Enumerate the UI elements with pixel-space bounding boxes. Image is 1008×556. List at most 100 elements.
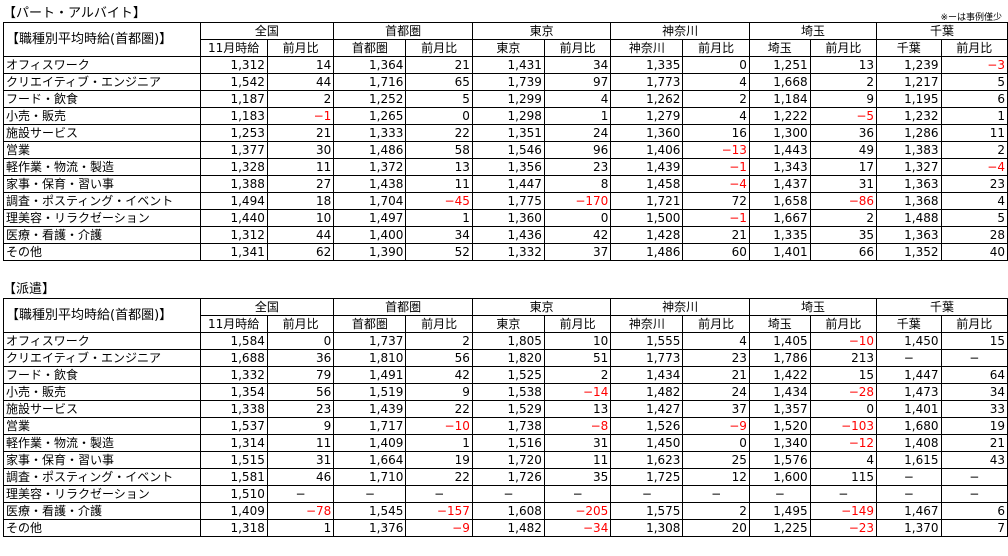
wage-cell: 1,434 [610, 366, 684, 384]
wage-cell: 1,333 [333, 124, 407, 142]
wage-cell: − [876, 349, 942, 367]
wage-table-part-time: 【職種別平均時給(首都圏)】 全国 首都圏 東京 神奈川 埼玉 千葉 11月時給 前月比 首都圏前… [3, 22, 1008, 261]
category-cell: 小売・販売 [3, 383, 201, 401]
change-cell: −1 [682, 209, 750, 227]
wage-cell: 1,409 [199, 502, 268, 520]
change-cell: −86 [809, 192, 878, 210]
category-cell: 営業 [3, 141, 201, 159]
change-cell: −28 [809, 383, 878, 401]
change-cell: − [940, 349, 1008, 367]
wage-cell: 1,491 [333, 366, 407, 384]
change-cell: −13 [682, 141, 750, 159]
change-cell: 2 [405, 332, 473, 350]
region-header: 埼玉 [748, 22, 878, 40]
change-cell: −4 [940, 158, 1008, 176]
wage-cell: 1,405 [748, 332, 811, 350]
change-cell: 0 [543, 209, 612, 227]
wage-cell: 1,542 [199, 73, 268, 91]
wage-cell: 1,519 [333, 383, 407, 401]
wage-cell: − [876, 468, 942, 486]
wage-cell: 1,538 [471, 383, 545, 401]
region-header-row: 【職種別平均時給(首都圏)】 全国 首都圏 東京 神奈川 埼玉 千葉 [3, 22, 1008, 57]
column-header-wage: 千葉 [876, 315, 942, 333]
wage-cell: 1,251 [748, 56, 811, 74]
wage-cell: 1,300 [748, 124, 811, 142]
wage-cell: 1,351 [471, 124, 545, 142]
wage-cell: 1,341 [199, 243, 268, 261]
wage-cell: 1,688 [199, 349, 268, 367]
wage-cell: 1,546 [471, 141, 545, 159]
wage-cell: 1,615 [876, 451, 942, 469]
change-cell: 31 [809, 175, 878, 193]
subheader-row: 11月時給 前月比 首都圏 前月比 東京 前月比 神奈川 前月比 埼玉 前月比 千葉 前月比 [4, 315, 1008, 333]
change-cell: 11 [543, 451, 612, 469]
wage-cell: 1,726 [471, 468, 545, 486]
change-cell: 36 [266, 349, 335, 367]
change-cell: 27 [266, 175, 335, 193]
category-cell: オフィスワーク [3, 332, 201, 350]
change-cell: 2 [940, 141, 1008, 159]
wage-cell: 1,738 [471, 417, 545, 435]
change-cell: 213 [809, 349, 878, 367]
table-row: その他 1,341 62 1,390 52 1,332 37 1,486 60 1,401 66 1,… [3, 243, 1008, 261]
wage-cell: 1,357 [748, 400, 811, 418]
change-cell: 13 [543, 400, 612, 418]
change-cell: 21 [266, 124, 335, 142]
column-header-wage: 11月時給 [199, 39, 268, 57]
wage-cell: 1,434 [748, 383, 811, 401]
change-cell: 9 [405, 383, 473, 401]
wage-cell: 1,520 [748, 417, 811, 435]
table-row: 施設サービス 1,338 23 1,439 22 1,529 13 1,427 37 1,357 0… [3, 400, 1008, 418]
category-cell: クリエイティブ・エンジニア [3, 349, 201, 367]
wage-cell: 1,515 [199, 451, 268, 469]
change-cell: − [682, 485, 750, 503]
wage-cell: 1,668 [748, 73, 811, 91]
wage-cell: 1,786 [748, 349, 811, 367]
wage-cell: 1,187 [199, 90, 268, 108]
change-cell: −8 [543, 417, 612, 435]
table-row: 軽作業・物流・製造 1,328 11 1,372 13 1,356 23 1,439 −1 1,3… [3, 158, 1008, 176]
table-row: 医療・看護・介護 1,409 −78 1,545 −157 1,608 −205 1,575 2… [3, 502, 1008, 520]
change-cell: 19 [405, 451, 473, 469]
wage-cell: − [876, 485, 942, 503]
change-cell: 23 [682, 349, 750, 367]
table-row: 軽作業・物流・製造 1,314 11 1,409 1 1,516 31 1,450 0 1,340… [3, 434, 1008, 452]
wage-cell: 1,312 [199, 56, 268, 74]
change-cell: 11 [405, 175, 473, 193]
table-row: オフィスワーク 1,312 14 1,364 21 1,431 34 1,335 0 1,251 1… [3, 56, 1008, 74]
table-row: フード・飲食 1,187 2 1,252 5 1,299 4 1,262 2 1,184 9 1,19… [3, 90, 1008, 108]
column-header-change: 前月比 [809, 315, 878, 333]
change-cell: −1 [682, 158, 750, 176]
wage-cell: 1,488 [876, 209, 942, 227]
change-cell: 21 [940, 434, 1008, 452]
region-header: 全国 [199, 298, 335, 316]
wage-cell: 1,773 [610, 349, 684, 367]
change-cell: 30 [266, 141, 335, 159]
change-cell: 11 [940, 124, 1008, 142]
change-cell: 19 [940, 417, 1008, 435]
change-cell: 40 [940, 243, 1008, 261]
column-header-wage: 東京 [471, 315, 545, 333]
wage-cell: 1,406 [610, 141, 684, 159]
wage-table-dispatch: 【職種別平均時給(首都圏)】 全国 首都圏 東京 神奈川 埼玉 千葉 11月時給 前月比 首都圏前… [3, 298, 1008, 537]
wage-cell: 1,486 [610, 243, 684, 261]
wage-cell: 1,318 [199, 519, 268, 537]
wage-cell: 1,486 [333, 141, 407, 159]
wage-cell: 1,390 [333, 243, 407, 261]
change-cell: 37 [543, 243, 612, 261]
change-cell: 1 [405, 434, 473, 452]
change-cell: −149 [809, 502, 878, 520]
change-cell: 0 [682, 434, 750, 452]
change-cell: 36 [809, 124, 878, 142]
category-cell: 施設サービス [3, 124, 201, 142]
wage-cell: 1,184 [748, 90, 811, 108]
table-row: 理美容・リラクゼーション 1,440 10 1,497 1 1,360 0 1,500 −1 1,… [3, 209, 1008, 227]
table-row: 営業 1,377 30 1,486 58 1,546 96 1,406 −13 1,443 49 1,… [3, 141, 1008, 159]
wage-cell: − [333, 485, 407, 503]
table-corner-label: 【職種別平均時給(首都圏)】 [3, 298, 201, 333]
change-cell: 0 [809, 400, 878, 418]
wage-cell: 1,343 [748, 158, 811, 176]
category-cell: オフィスワーク [3, 56, 201, 74]
change-cell: 34 [543, 56, 612, 74]
change-cell: 35 [543, 468, 612, 486]
